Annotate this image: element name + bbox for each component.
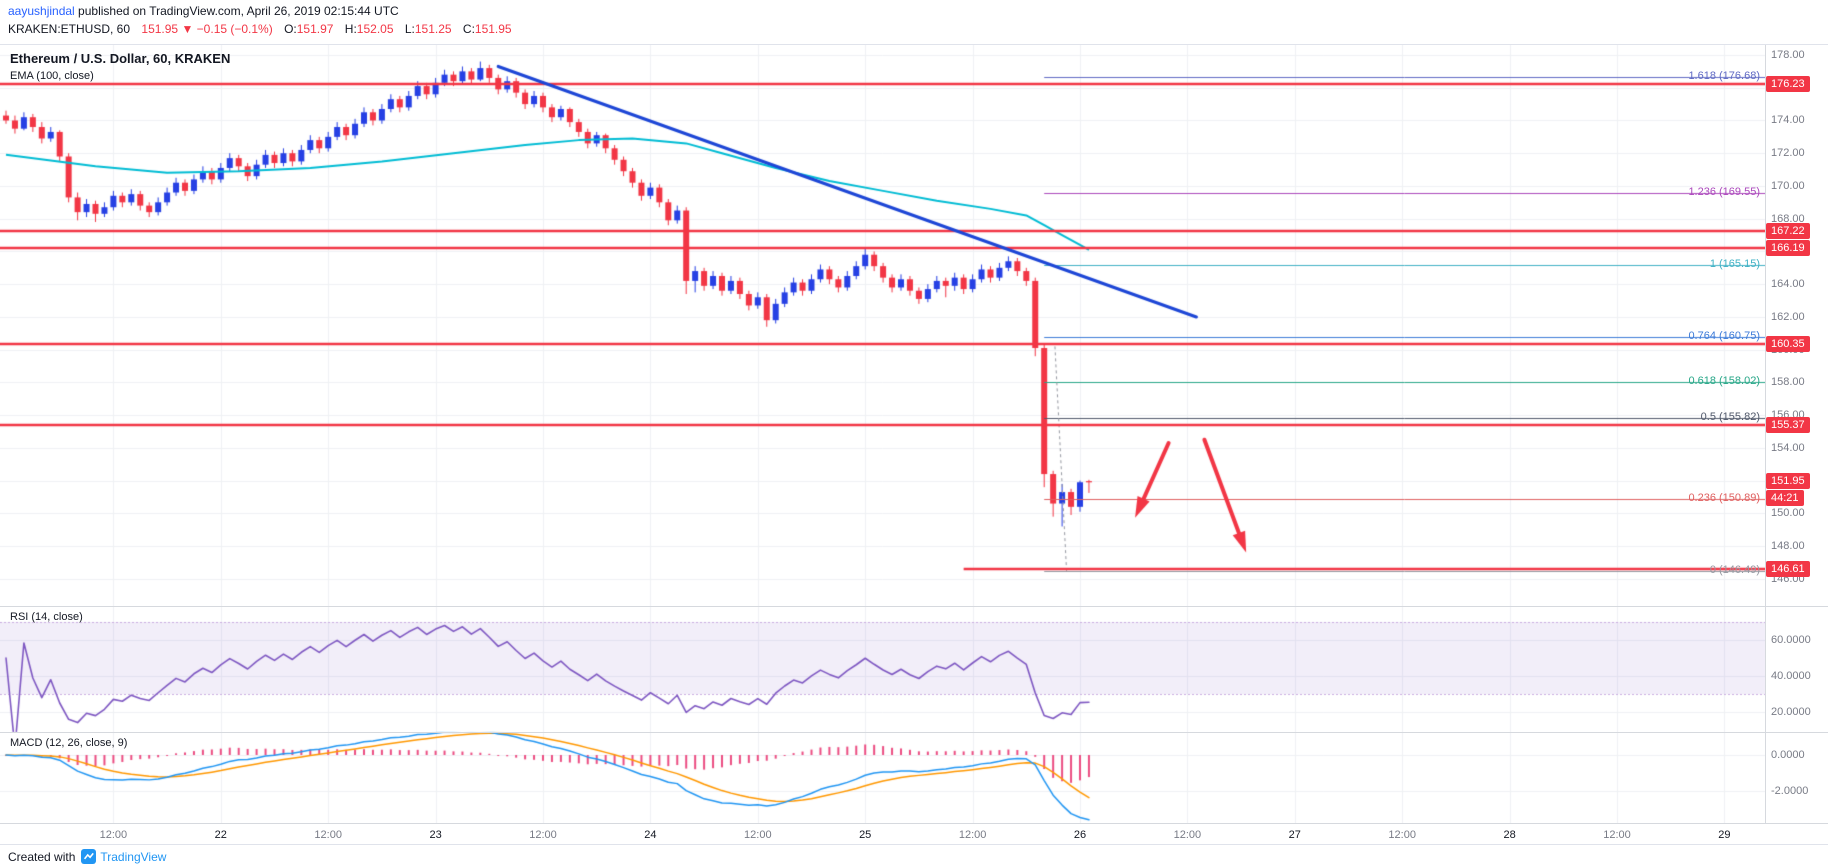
open-value: O:151.97 (284, 22, 333, 36)
chart-legend: Ethereum / U.S. Dollar, 60, KRAKEN EMA (… (10, 51, 230, 82)
ema-indicator-label[interactable]: EMA (100, close) (10, 70, 94, 82)
pane-separator (0, 606, 1828, 607)
time-axis[interactable] (0, 823, 1828, 846)
low-label: L: (404, 22, 415, 36)
symbol-info-line: KRAKEN:ETHUSD, 60 151.95 ▼ −0.15 (−0.1%)… (8, 22, 512, 36)
created-with-text: Created with (8, 849, 76, 864)
close-label: C: (462, 22, 475, 36)
last-price: 151.95 (141, 22, 179, 36)
close-value: C:151.95 (463, 22, 512, 36)
tradingview-logo-icon[interactable] (81, 849, 97, 864)
high-price: 152.05 (356, 22, 394, 36)
publish-info: aayushjindal published on TradingView.co… (8, 4, 399, 18)
macd-indicator-label[interactable]: MACD (12, 26, close, 9) (10, 737, 128, 749)
symbol-description[interactable]: Ethereum / U.S. Dollar, 60, KRAKEN (10, 51, 231, 66)
chart-area: Ethereum / U.S. Dollar, 60, KRAKEN EMA (… (0, 44, 1828, 846)
footer: Created with TradingView (0, 844, 1828, 868)
direction-down-icon: ▼ (181, 22, 194, 36)
symbol-interval-label: KRAKEN:ETHUSD, 60 (8, 22, 131, 36)
price-chart-plot[interactable] (0, 45, 1765, 845)
rsi-indicator-label[interactable]: RSI (14, close) (10, 611, 83, 623)
high-label: H: (344, 22, 357, 36)
author-link[interactable]: aayushjindal (8, 4, 75, 18)
low-price: 151.25 (414, 22, 452, 36)
pane-separator (0, 732, 1828, 733)
tradingview-brand-link[interactable]: TradingView (100, 849, 167, 864)
price-change: −0.15 (−0.1%) (196, 22, 273, 36)
publish-header: aayushjindal published on TradingView.co… (0, 0, 1828, 44)
low-value: L:151.25 (405, 22, 452, 36)
open-price: 151.97 (296, 22, 334, 36)
high-value: H:152.05 (345, 22, 394, 36)
close-price: 151.95 (474, 22, 512, 36)
price-axis[interactable] (1765, 45, 1828, 823)
open-label: O: (284, 22, 297, 36)
publish-info-text: published on TradingView.com, April 26, … (74, 4, 399, 18)
